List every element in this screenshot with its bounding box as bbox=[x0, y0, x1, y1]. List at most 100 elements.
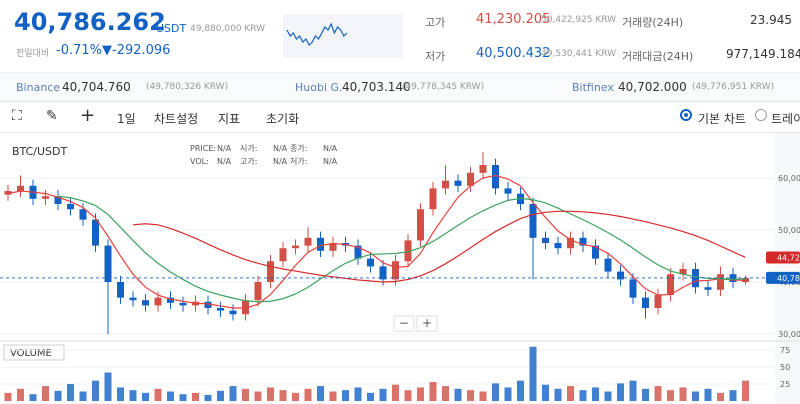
volume-bar bbox=[529, 346, 537, 401]
volume-bar bbox=[254, 391, 262, 401]
volume-bar bbox=[304, 388, 312, 401]
change-label: 전일대비 bbox=[16, 49, 50, 59]
volume-bar bbox=[329, 391, 337, 401]
volume-bar bbox=[579, 390, 587, 401]
candle-body bbox=[129, 297, 137, 301]
tradingview[interactable]: 트레이딩뷰 bbox=[771, 112, 800, 126]
volume: 23.945 bbox=[750, 13, 792, 27]
legend-value: N/A bbox=[217, 144, 232, 153]
candle-body bbox=[392, 261, 399, 280]
candle-body bbox=[479, 165, 487, 173]
candle-body bbox=[454, 180, 462, 186]
volume-bar bbox=[604, 391, 612, 401]
crosshair-icon[interactable]: + bbox=[80, 105, 96, 126]
legend-key: 고가: bbox=[240, 157, 257, 166]
volume-bar bbox=[642, 388, 649, 401]
chart-settings[interactable]: 차트설정 bbox=[154, 112, 199, 126]
volume-bar bbox=[379, 388, 387, 401]
volume-bar bbox=[429, 382, 437, 401]
chart: BTC/USDT − + VOLUME 30,00040,00050,00060… bbox=[0, 133, 800, 404]
candle-body bbox=[704, 287, 712, 290]
candle-body bbox=[629, 279, 637, 298]
zoom-in-icon: + bbox=[422, 316, 432, 330]
zoom-out[interactable] bbox=[393, 315, 415, 332]
y-tick-label: 25 bbox=[780, 380, 790, 389]
zoom-in[interactable] bbox=[416, 315, 438, 332]
candle-body bbox=[642, 297, 649, 309]
volume-bar bbox=[267, 387, 274, 401]
candle-body bbox=[54, 196, 62, 205]
volume-bar bbox=[442, 386, 449, 401]
volume-bar bbox=[154, 388, 162, 401]
volume-bar bbox=[104, 372, 112, 401]
volume-bar bbox=[417, 387, 424, 401]
value-label: 거래대금(24H) bbox=[622, 50, 694, 63]
volume-bar bbox=[454, 388, 462, 401]
candle-body bbox=[467, 172, 474, 186]
candle-body bbox=[417, 209, 424, 241]
moving-average bbox=[132, 210, 746, 283]
interval[interactable]: 1일 bbox=[117, 112, 136, 126]
radio-dot bbox=[684, 113, 688, 117]
fullscreen-icon[interactable]: ⛶ bbox=[12, 108, 22, 124]
candle-body bbox=[592, 245, 599, 259]
candle-body bbox=[154, 297, 162, 306]
volume-bar bbox=[129, 390, 137, 401]
volume-bar bbox=[117, 387, 124, 401]
candle-body bbox=[554, 243, 562, 249]
indicator[interactable]: 지표 bbox=[218, 112, 241, 126]
candle-body bbox=[229, 310, 237, 315]
volume-bar bbox=[167, 391, 174, 401]
candle-body bbox=[167, 297, 174, 303]
exchange-bar: Binance 40,704.760 (49,780,326 KRW) Huob… bbox=[0, 73, 800, 102]
volume-bar bbox=[242, 388, 249, 401]
price-tag bbox=[766, 251, 800, 264]
legend-value: N/A bbox=[323, 144, 338, 153]
candle-body bbox=[79, 209, 87, 220]
candle-body bbox=[4, 191, 12, 195]
draw-icon[interactable]: ✎ bbox=[46, 108, 58, 124]
candle-body bbox=[17, 185, 24, 192]
candle-body bbox=[267, 261, 274, 283]
basic-chart[interactable]: 기본 차트 bbox=[698, 112, 746, 126]
candle-body bbox=[179, 302, 187, 306]
toolbar: ⛶ ✎ + 1일 차트설정 지표 초기화 기본 차트 트레이딩뷰 bbox=[0, 102, 800, 133]
exchange-price: 40,704.760 bbox=[62, 80, 131, 94]
volume-bar bbox=[179, 394, 187, 401]
volume-bar bbox=[142, 392, 149, 401]
candle-body bbox=[654, 295, 662, 309]
candle-body bbox=[279, 248, 287, 262]
price: 40,786.262 bbox=[14, 8, 166, 36]
volume-bar bbox=[654, 386, 662, 401]
volume-bar bbox=[204, 394, 212, 401]
candle-body bbox=[717, 274, 724, 290]
volume-bar bbox=[554, 388, 562, 401]
reset[interactable]: 초기화 bbox=[266, 112, 300, 126]
volume-bar bbox=[42, 386, 49, 401]
y-tick-label: 75 bbox=[780, 346, 790, 355]
candle-body bbox=[542, 237, 549, 244]
y-tick-label: 50 bbox=[780, 363, 790, 372]
volume-bar bbox=[67, 384, 74, 401]
high-krw: 50,422,925 KRW bbox=[541, 15, 617, 25]
candle-body bbox=[42, 196, 49, 199]
radio-off[interactable] bbox=[755, 109, 767, 121]
price-tag bbox=[766, 271, 800, 284]
exchange-krw: (49,776,951 KRW) bbox=[692, 82, 775, 92]
volume-bar bbox=[292, 392, 299, 401]
volume-bar bbox=[742, 380, 749, 401]
candle-body bbox=[442, 180, 449, 189]
volume-bar bbox=[617, 383, 624, 401]
candle-body bbox=[492, 165, 499, 189]
change-pct: -0.71% bbox=[56, 43, 102, 58]
candle-body bbox=[404, 240, 412, 262]
zoom: − + bbox=[393, 315, 438, 332]
candle-body bbox=[254, 282, 262, 301]
volume-bar bbox=[17, 388, 24, 401]
radio-on[interactable] bbox=[680, 109, 692, 121]
candle-body bbox=[692, 269, 699, 288]
volume-bar bbox=[717, 392, 724, 401]
volume-bar bbox=[667, 390, 674, 401]
volume-bar bbox=[279, 390, 287, 401]
